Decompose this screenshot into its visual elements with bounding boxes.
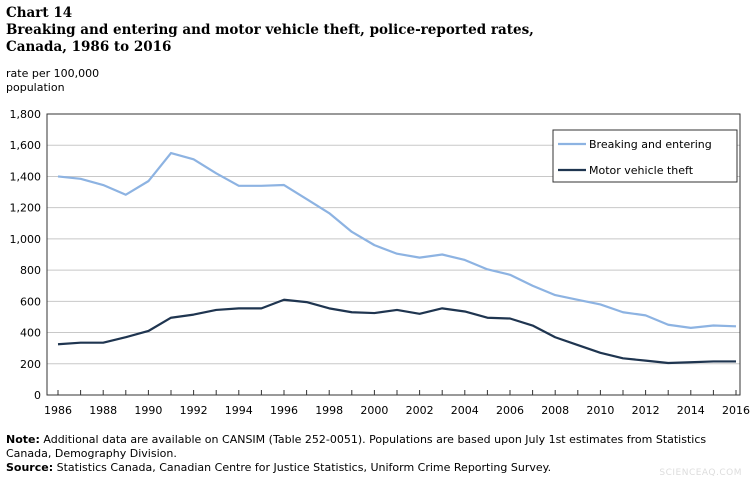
title-line-2: Canada, 1986 to 2016 (6, 39, 172, 55)
note: Note: Additional data are available on C… (6, 433, 746, 461)
x-tick-label: 1988 (89, 404, 117, 417)
x-tick-label: 2002 (406, 404, 434, 417)
plot-frame (46, 113, 741, 396)
x-tick-label: 2008 (541, 404, 569, 417)
legend-label: Breaking and entering (589, 138, 712, 151)
y-tick-label: 1,000 (10, 233, 42, 246)
x-tick-label: 1990 (134, 404, 162, 417)
x-tick-label: 1986 (44, 404, 72, 417)
y-axis-label: rate per 100,000 population (6, 67, 99, 95)
series-line-motor-vehicle-theft (57, 298, 736, 365)
x-tick-label: 2004 (451, 404, 479, 417)
x-tick-label: 1998 (315, 404, 343, 417)
chart-number: Chart 14 (6, 5, 73, 21)
y-axis-label-line-1: rate per 100,000 (6, 67, 100, 80)
y-tick-label: 800 (20, 264, 41, 277)
x-tick-label: 2006 (496, 404, 524, 417)
source-label: Source: (6, 461, 54, 474)
watermark: SCIENCEAQ.COM (659, 468, 742, 478)
note-text: Additional data are available on CANSIM … (6, 433, 707, 460)
x-tick-label: 2000 (360, 404, 388, 417)
series-line-breaking-and-entering (57, 151, 737, 329)
y-tick-label: 1,200 (10, 202, 42, 215)
y-tick-label: 1,800 (10, 108, 42, 121)
x-tick-label: 1996 (270, 404, 298, 417)
chart-notes: Note: Additional data are available on C… (6, 433, 746, 475)
line-chart: 0 200 400 600 800 1,000 1,200 1,400 1,600 1,800 19… (10, 108, 751, 417)
x-tick-label: 2010 (586, 404, 614, 417)
chart-title: Chart 14 Breaking and entering and motor… (6, 5, 534, 56)
source: Source: Statistics Canada, Canadian Cent… (6, 461, 746, 475)
x-tick-label: 2012 (632, 404, 660, 417)
legend-box (552, 129, 738, 183)
x-tick-label: 2016 (722, 404, 750, 417)
y-tick-label: 400 (20, 327, 41, 340)
y-tick-label: 1,400 (10, 170, 42, 183)
source-text: Statistics Canada, Canadian Centre for J… (53, 461, 552, 474)
legend: Breaking and entering Motor vehicle theft (552, 129, 738, 183)
y-axis-label-line-2: population (6, 81, 65, 94)
x-tick-label: 1992 (180, 404, 208, 417)
y-tick-label: 200 (20, 358, 41, 371)
y-tick-label: 1,600 (10, 139, 42, 152)
y-tick-label: 0 (34, 389, 41, 402)
title-line-1: Breaking and entering and motor vehicle … (6, 22, 534, 38)
x-tick-label: 2014 (677, 404, 705, 417)
legend-label: Motor vehicle theft (589, 164, 694, 177)
y-tick-label: 600 (20, 295, 41, 308)
x-tick-label: 1994 (225, 404, 253, 417)
note-label: Note: (6, 433, 40, 446)
